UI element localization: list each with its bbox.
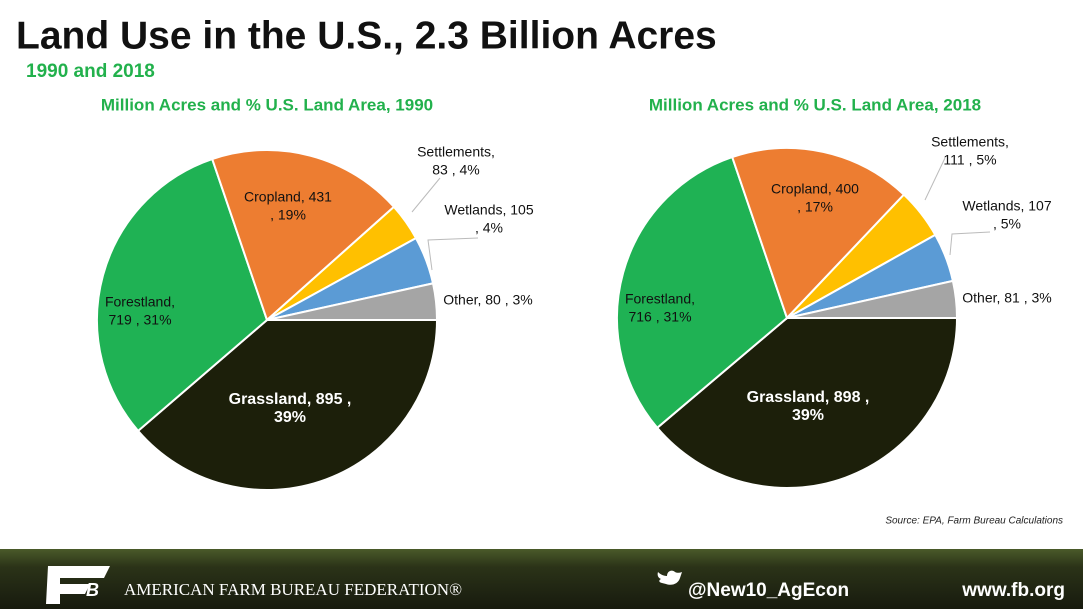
slice-label: Wetlands, 105 [444,202,533,218]
title: Land Use in the U.S., 2.3 Billion Acres [16,14,717,57]
slice-label: , 4% [475,220,503,236]
website: www.fb.org [961,580,1065,601]
footer-band [0,549,1083,609]
slice-label: Cropland, 400 [771,181,859,197]
slice-label: Settlements, [931,134,1009,150]
slice-label: Forestland, [625,291,695,307]
source: Source: EPA, Farm Bureau Calculations [885,516,1063,527]
slice-label: Other, 81 , 3% [962,290,1052,306]
slice-label: , 5% [993,216,1021,232]
slice-label: 39% [274,409,306,426]
subtitle: 1990 and 2018 [26,61,155,82]
pie-slice [96,157,269,433]
twitter-icon [657,570,682,585]
slice-label: , 17% [797,199,833,215]
twitter-handle: @New10_AgEcon [688,580,849,601]
svg-text:B: B [86,580,99,600]
pie-slice [730,147,906,320]
slice-label: 716 , 31% [628,309,691,325]
organization: AMERICAN FARM BUREAU FEDERATION® [124,580,462,599]
slice-label: Cropland, 431 [244,189,332,205]
slice-label: 111 , 5% [943,152,996,168]
pie-slice [136,319,439,491]
slice-label: Wetlands, 107 [962,198,1051,214]
slice-label: 83 , 4% [432,162,479,178]
pie-slice [655,317,959,489]
pie-title: Million Acres and % U.S. Land Area, 1990 [101,95,433,114]
slice-label: Grassland, 898 , [747,389,870,406]
leader-lines [411,157,991,271]
slice-label: Forestland, [105,294,175,310]
pie-slice [266,282,439,321]
slice-label: Grassland, 895 , [229,391,352,408]
pie-slice [616,155,789,430]
pie-slice [786,279,959,319]
slice-label: Other, 80 , 3% [443,292,533,308]
slice-label: , 19% [270,207,306,223]
slice-label: Settlements, [417,144,495,160]
pie-slice [210,149,396,322]
fb-logo: B [46,566,110,604]
slice-label: 719 , 31% [108,312,171,328]
slice-label: 39% [792,407,824,424]
pie-title: Million Acres and % U.S. Land Area, 2018 [649,95,981,114]
